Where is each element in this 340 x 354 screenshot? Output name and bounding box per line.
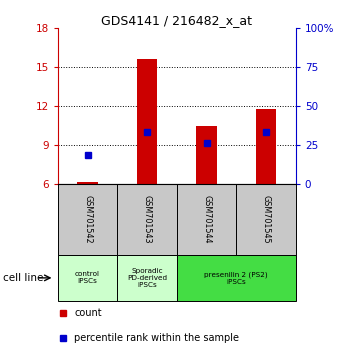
Bar bbox=[77, 182, 98, 184]
Title: GDS4141 / 216482_x_at: GDS4141 / 216482_x_at bbox=[101, 14, 252, 27]
Text: presenilin 2 (PS2)
iPSCs: presenilin 2 (PS2) iPSCs bbox=[204, 271, 268, 285]
Text: GSM701545: GSM701545 bbox=[261, 195, 271, 244]
Bar bbox=[58, 184, 117, 255]
Text: percentile rank within the sample: percentile rank within the sample bbox=[74, 333, 239, 343]
Bar bbox=[236, 184, 296, 255]
Text: GSM701544: GSM701544 bbox=[202, 195, 211, 244]
Text: cell line: cell line bbox=[3, 273, 44, 283]
Bar bbox=[177, 255, 296, 301]
Text: count: count bbox=[74, 308, 102, 318]
Bar bbox=[196, 126, 217, 184]
Text: GSM701542: GSM701542 bbox=[83, 195, 92, 244]
Text: GSM701543: GSM701543 bbox=[142, 195, 152, 244]
Text: control
IPSCs: control IPSCs bbox=[75, 272, 100, 284]
Bar bbox=[177, 184, 236, 255]
Bar bbox=[58, 255, 117, 301]
Bar bbox=[256, 109, 276, 184]
Bar bbox=[137, 59, 157, 184]
Text: Sporadic
PD-derived
iPSCs: Sporadic PD-derived iPSCs bbox=[127, 268, 167, 288]
Bar bbox=[117, 184, 177, 255]
Bar bbox=[117, 255, 177, 301]
